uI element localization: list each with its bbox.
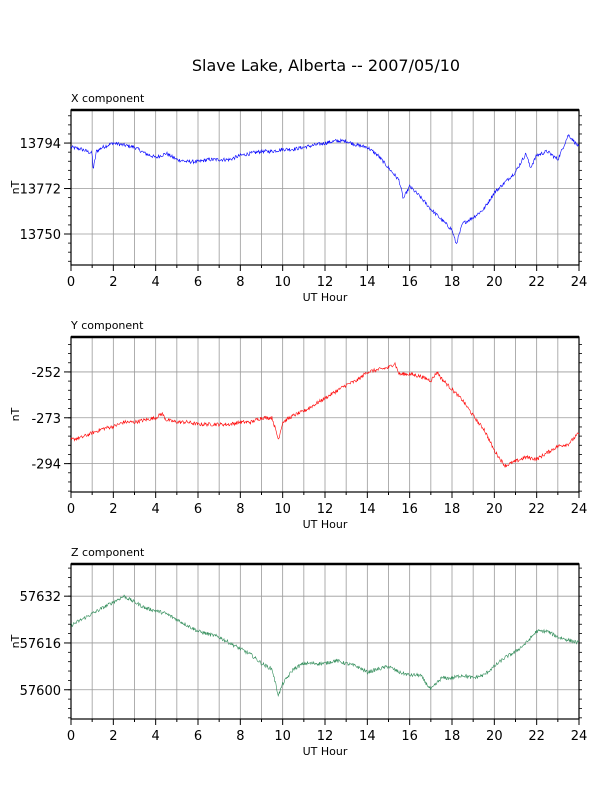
x-tick-label: 24	[571, 275, 588, 290]
y-tick-label: 13794	[20, 137, 61, 152]
x-tick-label: 20	[486, 729, 503, 744]
x-tick-label: 14	[359, 729, 376, 744]
x-tick-label: 0	[67, 502, 75, 517]
x-tick-label: 22	[528, 502, 545, 517]
x-tick-label: 22	[528, 275, 545, 290]
x-tick-label: 8	[236, 502, 244, 517]
y-tick-label: 57632	[20, 590, 61, 605]
data-series-line	[70, 361, 580, 468]
x-tick-label: 8	[236, 275, 244, 290]
x-tick-label: 24	[571, 729, 588, 744]
x-tick-label: 0	[67, 275, 75, 290]
y-tick-label: 57600	[20, 684, 61, 699]
panel-label: X component	[71, 92, 145, 105]
x-tick-label: 2	[109, 729, 117, 744]
y-axis-label: nT	[9, 407, 22, 421]
x-tick-label: 22	[528, 729, 545, 744]
x-tick-label: 2	[109, 502, 117, 517]
y-axis-label: nT	[9, 180, 22, 194]
x-tick-label: 12	[317, 502, 334, 517]
x-tick-label: 12	[317, 275, 334, 290]
x-tick-label: 0	[67, 729, 75, 744]
data-series-line	[70, 134, 580, 245]
x-tick-label: 4	[152, 275, 160, 290]
x-axis-label: UT Hour	[303, 291, 348, 304]
x-tick-label: 18	[444, 275, 461, 290]
x-tick-label: 4	[152, 729, 160, 744]
x-tick-label: 16	[401, 729, 418, 744]
x-tick-label: 4	[152, 502, 160, 517]
x-tick-label: 10	[274, 729, 291, 744]
y-tick-label: 13750	[20, 228, 61, 243]
y-tick-label: 13772	[20, 183, 61, 198]
x-tick-label: 12	[317, 729, 334, 744]
x-axis-label: UT Hour	[303, 518, 348, 531]
x-tick-label: 16	[401, 502, 418, 517]
x-tick-label: 2	[109, 275, 117, 290]
y-tick-label: -294	[31, 458, 61, 473]
y-tick-label: -273	[31, 412, 61, 427]
x-tick-label: 8	[236, 729, 244, 744]
x-tick-label: 16	[401, 275, 418, 290]
x-tick-label: 6	[194, 729, 202, 744]
x-tick-label: 20	[486, 275, 503, 290]
x-tick-label: 6	[194, 275, 202, 290]
x-tick-label: 18	[444, 729, 461, 744]
x-tick-label: 24	[571, 502, 588, 517]
x-tick-label: 10	[274, 502, 291, 517]
y-tick-label: -252	[31, 366, 61, 381]
x-tick-label: 14	[359, 502, 376, 517]
x-tick-label: 20	[486, 502, 503, 517]
panel-label: Z component	[71, 546, 145, 559]
panel-label: Y component	[70, 319, 144, 332]
data-series-line	[70, 594, 580, 698]
y-tick-label: 57616	[20, 637, 61, 652]
y-axis-label: nT	[9, 634, 22, 648]
x-tick-label: 14	[359, 275, 376, 290]
x-tick-label: 18	[444, 502, 461, 517]
x-tick-label: 6	[194, 502, 202, 517]
chart-title: Slave Lake, Alberta -- 2007/05/10	[191, 56, 461, 75]
x-axis-label: UT Hour	[303, 745, 348, 758]
x-tick-label: 10	[274, 275, 291, 290]
